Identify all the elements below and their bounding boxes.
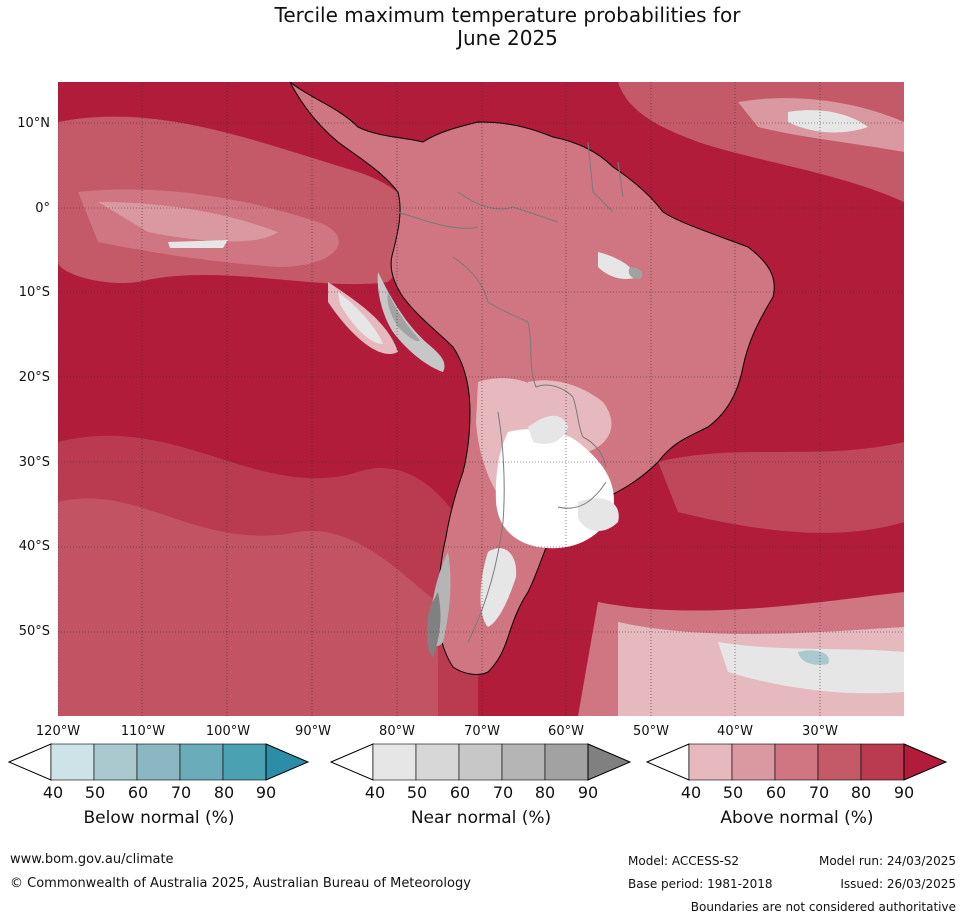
- probability-map: [58, 82, 904, 716]
- colorbar-segment: [50, 743, 95, 781]
- colorbar-low-extension: [8, 743, 52, 781]
- cb-above-tick: 40: [680, 783, 702, 802]
- lon-label-30w: 30°W: [802, 724, 838, 739]
- colorbar-low-extension: [646, 743, 690, 781]
- colorbar-above-title: Above normal (%): [720, 808, 874, 828]
- cb-near-tick: 50: [406, 783, 428, 802]
- footer-copyright: © Commonwealth of Australia 2025, Austra…: [10, 876, 471, 891]
- cb-near-tick: 80: [534, 783, 556, 802]
- colorbar-segment: [136, 743, 181, 781]
- footer-issued: Issued: 26/03/2025: [840, 877, 956, 891]
- colorbar-below-title: Below normal (%): [83, 808, 235, 828]
- footer-model: Model: ACCESS-S2: [628, 854, 740, 868]
- cb-above-tick: 50: [722, 783, 744, 802]
- lon-label-60w: 60°W: [548, 724, 584, 739]
- colorbar-segment: [222, 743, 267, 781]
- cb-below-tick: 40: [42, 783, 64, 802]
- footer-base-period: Base period: 1981-2018: [628, 877, 773, 891]
- lon-label-110w: 110°W: [120, 724, 166, 739]
- colorbar-near-normal: [330, 743, 632, 781]
- cb-near-tick: 70: [492, 783, 514, 802]
- colorbar-segment: [688, 743, 733, 781]
- lon-label-50w: 50°W: [633, 724, 669, 739]
- cb-above-tick: 80: [850, 783, 872, 802]
- colorbar-near-title: Near normal (%): [410, 808, 552, 828]
- south-america: [289, 82, 775, 675]
- lon-label-40w: 40°W: [717, 724, 753, 739]
- lon-label-120w: 120°W: [35, 724, 81, 739]
- colorbar-segment: [415, 743, 460, 781]
- lat-label-50s: 50°S: [18, 624, 50, 639]
- map-canvas: [58, 82, 904, 716]
- graticule: [58, 82, 904, 716]
- colorbar-high-extension: [903, 743, 948, 781]
- colorbar-segment: [731, 743, 776, 781]
- cb-near-tick: 90: [577, 783, 599, 802]
- colorbar-segment: [860, 743, 905, 781]
- colorbar-below-normal: [8, 743, 310, 781]
- lat-label-0: 0°: [35, 201, 50, 216]
- lat-label-10n: 10°N: [17, 116, 50, 131]
- colorbar-high-extension: [265, 743, 310, 781]
- lat-label-30s: 30°S: [18, 455, 50, 470]
- footer-model-run: Model run: 24/03/2025: [818, 854, 956, 868]
- colorbar-segment: [501, 743, 546, 781]
- colorbar-segment: [179, 743, 224, 781]
- colorbar-above-normal: [646, 743, 948, 781]
- colorbar-segment: [817, 743, 862, 781]
- cb-near-tick: 60: [449, 783, 471, 802]
- lon-label-80w: 80°W: [379, 724, 415, 739]
- lat-label-10s: 10°S: [18, 285, 50, 300]
- cb-below-tick: 80: [213, 783, 235, 802]
- colorbar-segment: [93, 743, 138, 781]
- colorbar-high-extension: [587, 743, 632, 781]
- country-boundaries: [397, 141, 624, 643]
- cb-below-tick: 90: [255, 783, 277, 802]
- lon-label-100w: 100°W: [205, 724, 251, 739]
- colorbar-segment: [544, 743, 589, 781]
- map-title: Tercile maximum temperature probabilitie…: [0, 4, 965, 50]
- colorbar-low-extension: [330, 743, 374, 781]
- colorbar-segment: [774, 743, 819, 781]
- cb-above-tick: 90: [893, 783, 915, 802]
- lat-label-20s: 20°S: [18, 370, 50, 385]
- probability-contours: [58, 82, 904, 716]
- map-title-line2: June 2025: [457, 26, 558, 50]
- cb-above-tick: 60: [765, 783, 787, 802]
- footer-url: www.bom.gov.au/climate: [10, 852, 174, 867]
- colorbar-segment: [458, 743, 503, 781]
- lon-label-90w: 90°W: [295, 724, 331, 739]
- cb-below-tick: 70: [170, 783, 192, 802]
- cb-above-tick: 70: [808, 783, 830, 802]
- lon-label-70w: 70°W: [464, 724, 500, 739]
- colorbar-segment: [372, 743, 417, 781]
- cb-near-tick: 40: [364, 783, 386, 802]
- footer-boundaries: Boundaries are not considered authoritat…: [690, 900, 956, 914]
- map-title-line1: Tercile maximum temperature probabilitie…: [274, 3, 741, 27]
- cb-below-tick: 60: [127, 783, 149, 802]
- lat-label-40s: 40°S: [18, 539, 50, 554]
- cb-below-tick: 50: [84, 783, 106, 802]
